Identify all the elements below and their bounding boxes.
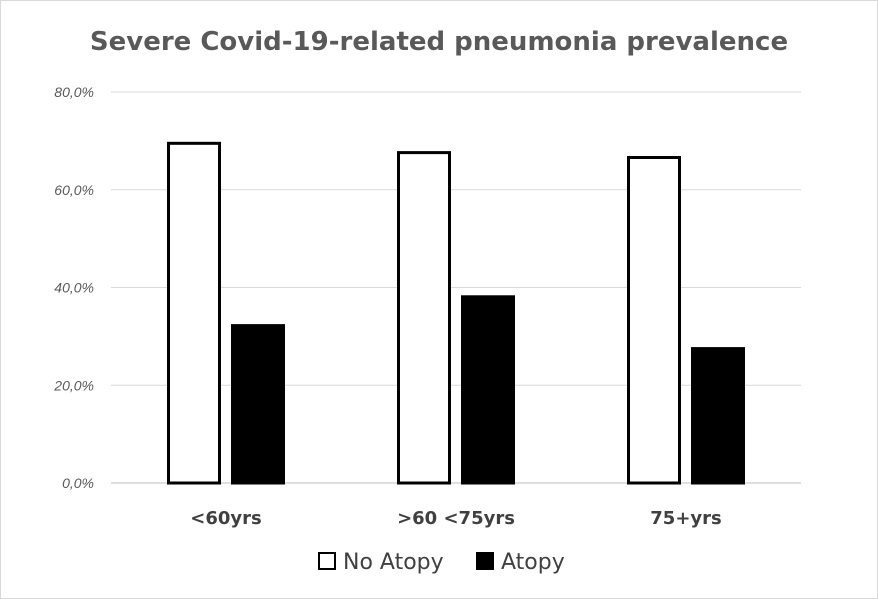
y-tick-label: 80,0%: [54, 84, 94, 100]
bar-atopy-0: [231, 324, 285, 485]
y-tick-label: 20,0%: [53, 377, 94, 393]
x-axis-ticks: <60yrs >60 <75yrs 75+yrs: [190, 508, 721, 529]
legend-label: Atopy: [501, 550, 565, 575]
bar-atopy-2: [691, 347, 745, 485]
legend-swatch-atopy: [476, 552, 494, 570]
x-tick-label: <60yrs: [190, 508, 261, 529]
y-tick-label: 60,0%: [54, 182, 94, 198]
bars: [167, 141, 745, 485]
gridlines: [111, 91, 801, 484]
legend: No Atopy Atopy: [318, 550, 565, 575]
legend-label: No Atopy: [343, 550, 444, 575]
bar-atopy-1: [461, 295, 515, 485]
x-tick-label: 75+yrs: [650, 508, 721, 529]
y-tick-label: 40,0%: [54, 280, 94, 296]
legend-swatch-no-atopy: [318, 552, 336, 570]
bar-no-atopy-0: [167, 141, 221, 485]
bar-no-atopy-2: [627, 155, 681, 485]
y-axis-ticks: 0,0% 20,0% 40,0% 60,0% 80,0%: [53, 84, 94, 491]
x-tick-label: >60 <75yrs: [397, 508, 515, 529]
chart-title: Severe Covid-19-related pneumonia preval…: [90, 27, 788, 57]
y-tick-label: 0,0%: [62, 475, 94, 491]
bar-no-atopy-1: [397, 151, 451, 485]
